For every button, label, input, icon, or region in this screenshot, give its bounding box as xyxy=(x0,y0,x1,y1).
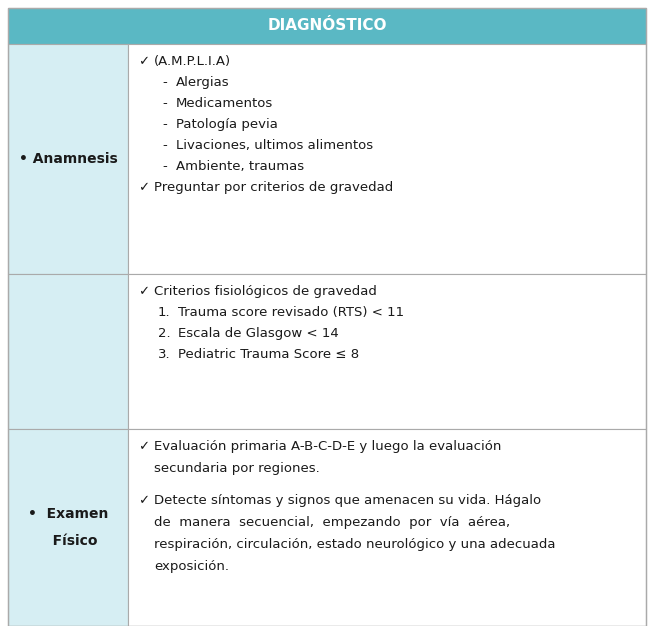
Text: Trauma score revisado (RTS) < 11: Trauma score revisado (RTS) < 11 xyxy=(178,306,404,319)
Text: ✓: ✓ xyxy=(138,494,149,507)
Text: -: - xyxy=(162,76,167,89)
Text: Escala de Glasgow < 14: Escala de Glasgow < 14 xyxy=(178,327,339,340)
Text: (A.M.P.L.I.A): (A.M.P.L.I.A) xyxy=(154,55,231,68)
Bar xyxy=(8,8,646,44)
Text: Detecte síntomas y signos que amenacen su vida. Hágalo: Detecte síntomas y signos que amenacen s… xyxy=(154,494,541,507)
Bar xyxy=(8,44,128,274)
Text: -: - xyxy=(162,97,167,110)
Text: Livaciones, ultimos alimentos: Livaciones, ultimos alimentos xyxy=(176,139,373,152)
Text: ✓: ✓ xyxy=(138,181,149,194)
Text: -: - xyxy=(162,160,167,173)
Text: Preguntar por criterios de gravedad: Preguntar por criterios de gravedad xyxy=(154,181,393,194)
Text: Ambiente, traumas: Ambiente, traumas xyxy=(176,160,304,173)
Text: secundaria por regiones.: secundaria por regiones. xyxy=(154,462,320,475)
Text: Pediatric Trauma Score ≤ 8: Pediatric Trauma Score ≤ 8 xyxy=(178,348,359,361)
Text: 1.: 1. xyxy=(158,306,171,319)
Text: Evaluación primaria A-B-C-D-E y luego la evaluación: Evaluación primaria A-B-C-D-E y luego la… xyxy=(154,440,502,453)
Text: 2.: 2. xyxy=(158,327,171,340)
Text: •  Examen
   Físico: • Examen Físico xyxy=(28,507,108,548)
Bar xyxy=(128,274,646,429)
Text: ✓: ✓ xyxy=(138,285,149,298)
Bar xyxy=(128,429,646,626)
Text: 3.: 3. xyxy=(158,348,171,361)
Bar xyxy=(8,429,128,626)
Bar xyxy=(128,44,646,274)
Text: -: - xyxy=(162,118,167,131)
Text: ✓: ✓ xyxy=(138,55,149,68)
Text: Medicamentos: Medicamentos xyxy=(176,97,273,110)
Text: • Anamnesis: • Anamnesis xyxy=(18,152,117,166)
Text: ✓: ✓ xyxy=(138,440,149,453)
Text: respiración, circulación, estado neurológico y una adecuada: respiración, circulación, estado neuroló… xyxy=(154,538,555,551)
Text: Alergias: Alergias xyxy=(176,76,230,89)
Text: Patología pevia: Patología pevia xyxy=(176,118,278,131)
Text: de  manera  secuencial,  empezando  por  vía  aérea,: de manera secuencial, empezando por vía … xyxy=(154,516,510,529)
Text: -: - xyxy=(162,139,167,152)
Text: Criterios fisiológicos de gravedad: Criterios fisiológicos de gravedad xyxy=(154,285,377,298)
Text: DIAGNÓSTICO: DIAGNÓSTICO xyxy=(267,19,387,34)
Text: exposición.: exposición. xyxy=(154,560,229,573)
Bar xyxy=(8,274,128,429)
